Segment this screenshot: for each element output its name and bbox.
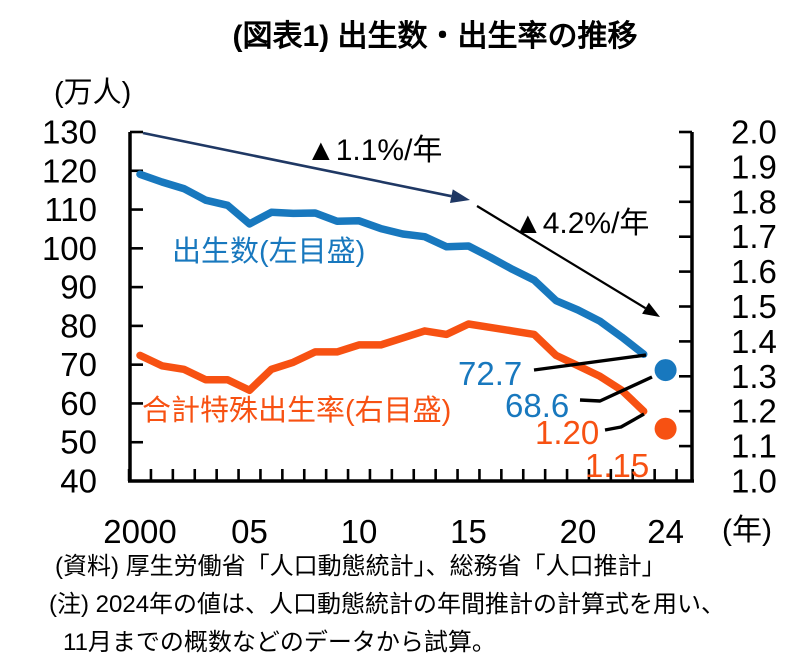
trend-arrow-1-line: [142, 131, 452, 198]
y-right-ticks: 2.01.91.81.71.61.51.41.31.21.11.0: [679, 114, 777, 500]
x-tick-label: 2000: [103, 513, 176, 550]
y-right-tick-label: 1.9: [731, 148, 777, 185]
y-left-tick-label: 100: [42, 230, 97, 267]
callout-tfr-2024: 1.15: [585, 447, 650, 484]
y-right-tick-label: 1.3: [731, 358, 777, 395]
connector-births-2024: [579, 375, 653, 403]
callout-connectors: [533, 353, 653, 432]
callout-tfr-2023: 1.20: [535, 414, 600, 451]
y-left-tick-label: 60: [60, 385, 97, 422]
births-line: [136, 170, 648, 358]
page-title: (図表1) 出生数・出生率の推移: [232, 20, 638, 53]
series-label-tfr: 合計特殊出生率(右目盛): [142, 395, 452, 427]
y-left-tick-label: 130: [42, 114, 97, 151]
y-right-tick-label: 1.7: [731, 218, 777, 255]
connector-tfr-2023: [604, 412, 645, 432]
trend-arrow-2-line: [476, 205, 647, 310]
trend-arrows: [142, 131, 660, 317]
footer-source: (資料) 厚生労働省「人口動態統計」、総務省「人口推計」: [55, 553, 666, 580]
y-left-tick-label: 90: [60, 269, 97, 306]
callout-births-2024: 68.6: [505, 387, 570, 424]
annotation-trend-1: ▲1.1%/年: [306, 134, 443, 167]
x-tick-label: 24: [647, 513, 684, 550]
y-right-tick-label: 1.0: [731, 463, 777, 500]
y-left-tick-label: 50: [60, 424, 97, 461]
annotation-trend-2: ▲4.2%/年: [513, 207, 650, 240]
y-left-unit-label: (万人): [54, 77, 132, 109]
x-tick-label: 10: [341, 513, 378, 550]
tfr-line: [136, 320, 648, 415]
series-label-births: 出生数(左目盛): [172, 236, 366, 268]
y-right-tick-label: 1.5: [731, 288, 777, 325]
trend-arrow-1-head: [449, 189, 470, 204]
x-tick-label: 20: [560, 513, 597, 550]
footer-note-2: 11月までの概数などのデータから試算。: [63, 629, 496, 656]
y-left-tick-label: 40: [60, 463, 97, 500]
y-right-tick-label: 1.2: [731, 393, 777, 430]
y-left-tick-label: 110: [44, 191, 97, 228]
y-left-tick-label: 120: [42, 152, 97, 189]
y-right-tick-label: 2.0: [731, 114, 777, 151]
y-right-tick-label: 1.6: [731, 253, 777, 290]
y-left-tick-label: 70: [60, 346, 97, 383]
x-tick-label: 05: [231, 513, 268, 550]
tfr-2024-dot: [654, 417, 677, 440]
x-ticks: 2000 05 10 15 20 24: [103, 469, 684, 550]
y-right-tick-label: 1.8: [731, 183, 777, 220]
footer-note-1: (注) 2024年の値は、人口動態統計の年間推計の計算式を用い、: [49, 591, 726, 618]
y-left-tick-label: 80: [60, 307, 97, 344]
births-2024-dot: [654, 359, 677, 382]
connector-births-2023: [533, 353, 647, 372]
y-right-tick-label: 1.4: [731, 323, 777, 360]
y-right-tick-label: 1.1: [731, 428, 777, 465]
callout-births-2023: 72.7: [458, 355, 523, 392]
trend-arrow-2-head: [642, 302, 660, 317]
x-tick-label: 15: [450, 513, 487, 550]
x-axis-unit-label: (年): [722, 514, 772, 547]
